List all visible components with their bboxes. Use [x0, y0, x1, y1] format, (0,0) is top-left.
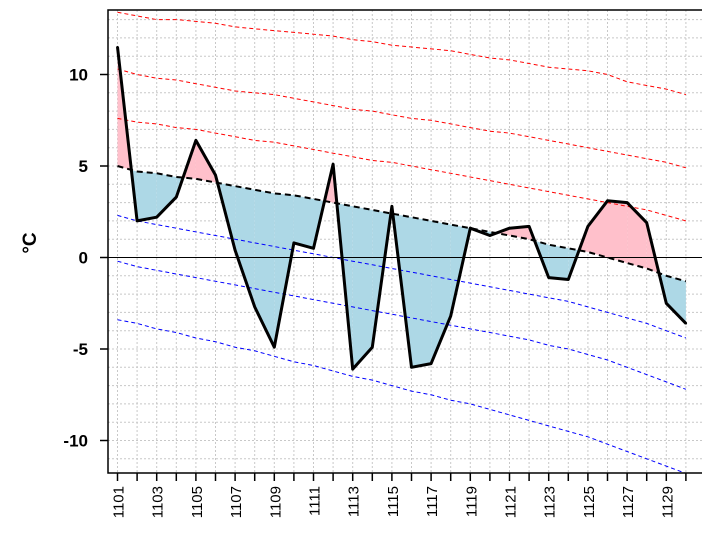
mean-line	[117, 165, 687, 283]
band-layer	[117, 11, 687, 473]
observed-point	[547, 276, 550, 279]
band-line-upper-2	[117, 68, 687, 169]
observed-point	[135, 219, 139, 223]
observed-point	[390, 205, 394, 208]
above-mean-fill	[607, 200, 628, 263]
band-line-lower-2	[117, 260, 687, 390]
x-tick-label: 1117	[424, 486, 441, 517]
band-line-upper-3	[117, 11, 687, 96]
below-mean-fill	[293, 195, 314, 249]
above-mean-fill	[587, 200, 608, 258]
y-tick-label: 0	[79, 249, 88, 268]
observed-layer	[116, 45, 688, 371]
observed-point	[312, 247, 315, 250]
below-mean-fill	[235, 186, 255, 307]
x-tick-label: 1109	[267, 486, 284, 518]
x-tick-layer: 1101 1103 1105 1107 1109 1111 1113 1115 1117 1119…	[111, 473, 687, 518]
observed-point	[567, 278, 570, 281]
observed-point	[625, 201, 629, 204]
observed-point	[410, 366, 413, 369]
observed-point	[175, 195, 178, 199]
observed-point	[508, 227, 511, 230]
plot-frame	[107, 9, 702, 474]
y-tick-label: 5	[79, 157, 88, 176]
below-mean-fill	[274, 193, 294, 348]
observed-point	[645, 221, 648, 224]
observed-point	[684, 322, 688, 325]
x-tick-label: 1129	[659, 486, 676, 518]
y-tick-label: -10	[63, 432, 88, 451]
x-tick-label: 1111	[307, 486, 324, 516]
observed-point	[253, 305, 256, 309]
x-tick-label: 1127	[620, 486, 637, 518]
observed-point	[116, 45, 119, 49]
x-tick-label: 1103	[150, 486, 167, 518]
x-tick-label: 1105	[189, 486, 206, 518]
observed-point	[606, 199, 609, 202]
x-tick-label: 1119	[463, 486, 480, 517]
observed-point	[194, 139, 198, 142]
y-axis-label: °C	[20, 232, 41, 254]
below-mean-fill	[254, 189, 275, 348]
frame-layer	[107, 9, 702, 474]
observed-point	[449, 314, 452, 318]
band-line-lower-1	[117, 214, 687, 339]
observed-point	[214, 173, 217, 177]
observed-point	[273, 345, 276, 349]
below-mean-fill	[666, 275, 686, 324]
observed-point	[371, 345, 374, 349]
observed-point	[331, 162, 335, 166]
observed-point	[351, 367, 354, 371]
band-line-lower-3	[117, 319, 687, 473]
x-tick-label: 1101	[111, 486, 128, 518]
observed-point	[233, 248, 237, 252]
x-tick-label: 1123	[542, 486, 559, 518]
observed-point	[586, 225, 590, 228]
observed-point	[292, 241, 296, 245]
band-line-upper-1	[117, 117, 687, 222]
x-tick-label: 1113	[346, 486, 363, 517]
y-tick-label: 10	[69, 66, 88, 85]
x-tick-label: 1125	[581, 486, 598, 518]
observed-point	[527, 225, 531, 228]
below-mean-fill	[548, 244, 569, 280]
below-mean-fill	[352, 206, 373, 370]
y-tick-label: -5	[73, 340, 88, 359]
x-tick-label: 1121	[503, 486, 520, 518]
observed-point	[469, 227, 472, 230]
observed-point	[155, 216, 158, 219]
observed-point	[665, 302, 668, 305]
x-tick-label: 1107	[228, 486, 245, 518]
observed-line	[116, 46, 687, 371]
below-mean-fill	[156, 173, 177, 218]
x-tick-label: 1115	[385, 486, 402, 517]
y-tick-layer: 10 5 0 -5 -10	[63, 66, 108, 451]
observed-point	[429, 362, 433, 365]
observed-point	[488, 234, 492, 237]
below-mean-fill	[137, 171, 157, 221]
below-mean-fill	[411, 217, 432, 368]
mean-layer	[117, 165, 687, 283]
